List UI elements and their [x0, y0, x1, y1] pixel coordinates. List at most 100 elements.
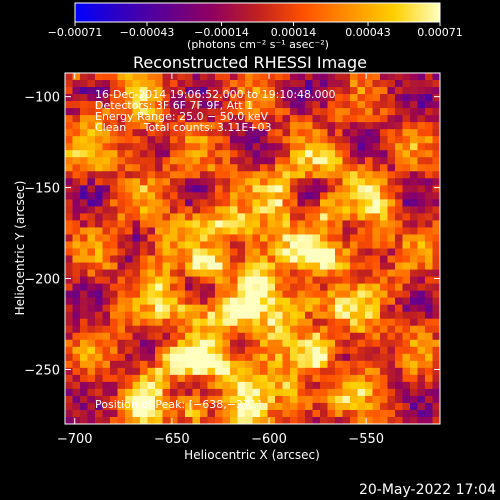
heatmap-cell: [222, 248, 231, 257]
heatmap-cell: [132, 171, 141, 179]
heatmap-cell: [275, 304, 284, 313]
heatmap-cell: [102, 374, 111, 383]
heatmap-cell: [215, 192, 224, 200]
heatmap-cell: [395, 318, 404, 327]
heatmap-cell: [342, 171, 351, 179]
heatmap-cell: [110, 248, 119, 257]
heatmap-cell: [260, 192, 269, 200]
heatmap-cell: [395, 416, 404, 424]
heatmap-cell: [185, 87, 194, 95]
heatmap-cell: [65, 108, 74, 116]
heatmap-cell: [282, 115, 291, 123]
heatmap-cell: [342, 332, 351, 341]
heatmap-cell: [245, 374, 254, 383]
heatmap-cell: [237, 311, 246, 320]
x-tick-label: −700: [57, 432, 93, 447]
heatmap-cell: [357, 318, 366, 327]
heatmap-cell: [327, 185, 336, 193]
heatmap-cell: [155, 290, 164, 299]
heatmap-cell: [342, 269, 351, 278]
heatmap-cell: [320, 122, 329, 130]
heatmap-cell: [297, 192, 306, 200]
heatmap-cell: [327, 311, 336, 320]
heatmap-cell: [65, 164, 74, 172]
heatmap-cell: [147, 255, 156, 264]
heatmap-cell: [140, 108, 149, 116]
heatmap-cell: [222, 311, 231, 320]
heatmap-cell: [275, 178, 284, 186]
heatmap-cell: [192, 171, 201, 179]
heatmap-cell: [200, 192, 209, 200]
heatmap-cell: [72, 402, 81, 411]
heatmap-cell: [432, 332, 440, 341]
heatmap-cell: [372, 416, 381, 424]
heatmap-cell: [425, 143, 434, 151]
heatmap-cell: [237, 171, 246, 179]
heatmap-cell: [72, 206, 81, 214]
heatmap-cell: [410, 255, 419, 264]
heatmap-cell: [200, 290, 209, 299]
heatmap-cell: [237, 318, 246, 327]
heatmap-cell: [410, 87, 419, 95]
heatmap-cell: [162, 304, 171, 313]
heatmap-cell: [387, 297, 396, 306]
heatmap-cell: [395, 143, 404, 151]
heatmap-cell: [125, 346, 134, 355]
heatmap-cell: [230, 402, 239, 411]
heatmap-cell: [350, 360, 359, 369]
heatmap-cell: [350, 227, 359, 236]
heatmap-cell: [365, 80, 374, 88]
colorbar-tick-label: −0.00071: [48, 26, 103, 39]
heatmap-cell: [140, 192, 149, 200]
heatmap-cell: [410, 269, 419, 278]
heatmap-cell: [230, 255, 239, 264]
heatmap-cell: [87, 80, 96, 88]
heatmap-cell: [125, 136, 134, 144]
heatmap-cell: [357, 227, 366, 236]
heatmap-cell: [192, 402, 201, 411]
heatmap-cell: [387, 108, 396, 116]
heatmap-cell: [327, 269, 336, 278]
heatmap-cell: [125, 178, 134, 186]
heatmap-cell: [365, 346, 374, 355]
heatmap-cell: [237, 381, 246, 390]
heatmap-cell: [282, 143, 291, 151]
heatmap-cell: [147, 122, 156, 130]
heatmap-cell: [387, 374, 396, 383]
heatmap-cell: [365, 374, 374, 383]
heatmap-cell: [72, 290, 81, 299]
heatmap-cell: [117, 283, 126, 292]
heatmap-cell: [335, 241, 344, 250]
heatmap-cell: [185, 234, 194, 243]
heatmap-cell: [132, 318, 141, 327]
heatmap-cell: [80, 311, 89, 320]
heatmap-cell: [132, 178, 141, 186]
heatmap-cell: [155, 171, 164, 179]
heatmap-cell: [177, 409, 186, 418]
heatmap-cell: [132, 80, 141, 88]
heatmap-cell: [365, 164, 374, 172]
heatmap-cell: [320, 367, 329, 376]
heatmap-cell: [395, 171, 404, 179]
heatmap-cell: [162, 388, 171, 397]
heatmap-cell: [192, 290, 201, 299]
heatmap-cell: [252, 143, 261, 151]
heatmap-cell: [245, 388, 254, 397]
heatmap-cell: [245, 402, 254, 411]
heatmap-cell: [215, 255, 224, 264]
heatmap-cell: [365, 262, 374, 271]
heatmap-cell: [230, 409, 239, 418]
heatmap-cell: [305, 395, 314, 404]
heatmap-cell: [267, 297, 276, 306]
heatmap-cell: [117, 94, 126, 102]
heatmap-cell: [117, 115, 126, 123]
heatmap-cell: [155, 136, 164, 144]
heatmap-cell: [237, 80, 246, 88]
heatmap-cell: [177, 402, 186, 411]
heatmap-cell: [80, 318, 89, 327]
heatmap-cell: [290, 297, 299, 306]
heatmap-cell: [252, 248, 261, 257]
heatmap-cell: [320, 157, 329, 165]
heatmap-cell: [275, 143, 284, 151]
heatmap-cell: [275, 395, 284, 404]
